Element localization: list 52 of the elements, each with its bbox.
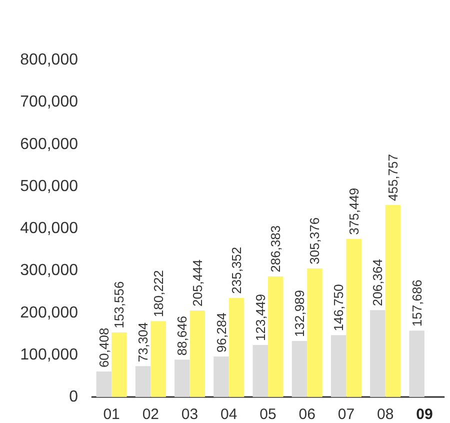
bar bbox=[346, 238, 362, 397]
y-tick-label: 700,000 bbox=[20, 94, 78, 111]
bar bbox=[330, 335, 346, 397]
data-label: 180,222 bbox=[150, 270, 166, 318]
bar bbox=[252, 344, 268, 397]
x-tick-label: 04 bbox=[220, 406, 238, 423]
y-tick-label: 500,000 bbox=[20, 178, 78, 195]
x-tick-label: 06 bbox=[298, 406, 316, 423]
bar bbox=[385, 205, 401, 397]
data-label: 88,646 bbox=[174, 316, 190, 356]
data-label: 235,352 bbox=[229, 246, 244, 294]
data-label: 73,304 bbox=[136, 322, 151, 362]
bar bbox=[96, 372, 112, 397]
bar bbox=[214, 356, 229, 397]
y-tick-label: 200,000 bbox=[20, 304, 78, 322]
data-label: 153,556 bbox=[112, 281, 127, 328]
data-label: 375,449 bbox=[346, 188, 362, 235]
bar bbox=[228, 298, 244, 397]
y-tick-label: 400,000 bbox=[20, 220, 78, 237]
data-label: 96,284 bbox=[214, 312, 229, 352]
bar bbox=[174, 360, 190, 397]
bar bbox=[370, 310, 386, 397]
data-label: 286,383 bbox=[268, 225, 284, 272]
x-tick-label: 01 bbox=[103, 406, 120, 423]
x-tick-label: 07 bbox=[338, 406, 355, 423]
data-label: 205,444 bbox=[190, 259, 205, 306]
data-label: 132,989 bbox=[292, 290, 307, 337]
bar bbox=[135, 366, 151, 397]
data-label: 60,408 bbox=[96, 328, 112, 368]
y-tick-label: 0 bbox=[69, 388, 78, 406]
data-label: 123,449 bbox=[252, 294, 268, 341]
data-label: 206,364 bbox=[370, 259, 386, 306]
y-tick-label: 600,000 bbox=[20, 136, 78, 153]
bar bbox=[268, 276, 284, 397]
bar bbox=[409, 330, 424, 397]
data-label: 305,376 bbox=[307, 217, 322, 264]
x-tick-label: 09 bbox=[416, 406, 433, 423]
data-label: 455,757 bbox=[385, 154, 400, 202]
data-label: 157,686 bbox=[409, 280, 424, 327]
bar bbox=[190, 310, 206, 397]
x-tick-label: 02 bbox=[142, 406, 160, 423]
x-tick-label: 03 bbox=[181, 406, 198, 423]
x-tick-label: 08 bbox=[376, 406, 394, 423]
bar bbox=[150, 321, 166, 397]
data-label: 146,750 bbox=[331, 284, 346, 332]
y-tick-label: 800,000 bbox=[20, 52, 78, 68]
y-tick-label: 300,000 bbox=[20, 262, 78, 280]
bar bbox=[112, 332, 127, 397]
bar bbox=[307, 268, 322, 397]
y-tick-label: 100,000 bbox=[20, 346, 78, 364]
bar bbox=[292, 340, 308, 397]
x-tick-label: 05 bbox=[260, 406, 276, 423]
